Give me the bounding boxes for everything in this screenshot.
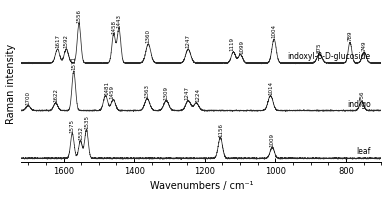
Text: 789: 789: [348, 31, 353, 41]
Y-axis label: Raman intensity: Raman intensity: [5, 44, 15, 124]
Text: 1592: 1592: [64, 34, 69, 48]
Text: 1700: 1700: [26, 91, 31, 105]
Text: 1360: 1360: [146, 29, 151, 43]
Text: 1571: 1571: [71, 56, 76, 70]
Text: 1575: 1575: [70, 119, 75, 133]
Text: indigo: indigo: [347, 99, 371, 109]
Text: 875: 875: [317, 43, 322, 53]
Text: 1443: 1443: [116, 14, 122, 28]
Text: 674: 674: [0, 196, 1, 197]
Text: indoxyl-β-D-glucoside: indoxyl-β-D-glucoside: [288, 52, 371, 61]
Text: 1004: 1004: [272, 24, 277, 38]
Text: 1617: 1617: [55, 34, 60, 48]
Text: 749: 749: [361, 41, 366, 51]
Text: 1552: 1552: [78, 126, 83, 140]
Text: 1309: 1309: [164, 86, 169, 100]
Text: 1247: 1247: [184, 86, 189, 100]
Text: 1622: 1622: [53, 88, 58, 102]
Text: 1009: 1009: [270, 133, 275, 147]
Text: 1247: 1247: [186, 34, 191, 48]
Text: leaf: leaf: [356, 147, 371, 156]
Text: 1099: 1099: [240, 40, 245, 54]
Text: 1535: 1535: [84, 115, 89, 129]
Text: 1481: 1481: [105, 81, 110, 95]
Text: 756: 756: [359, 90, 364, 101]
Text: 1156: 1156: [218, 123, 223, 137]
Text: 1458: 1458: [111, 20, 116, 33]
X-axis label: Wavenumbers / cm⁻¹: Wavenumbers / cm⁻¹: [149, 181, 253, 191]
Text: 1459: 1459: [109, 85, 114, 99]
Text: 1363: 1363: [145, 84, 150, 98]
Text: 1224: 1224: [195, 88, 200, 102]
Text: 1014: 1014: [268, 81, 273, 95]
Text: 1556: 1556: [77, 9, 82, 23]
Text: 1119: 1119: [229, 37, 234, 51]
